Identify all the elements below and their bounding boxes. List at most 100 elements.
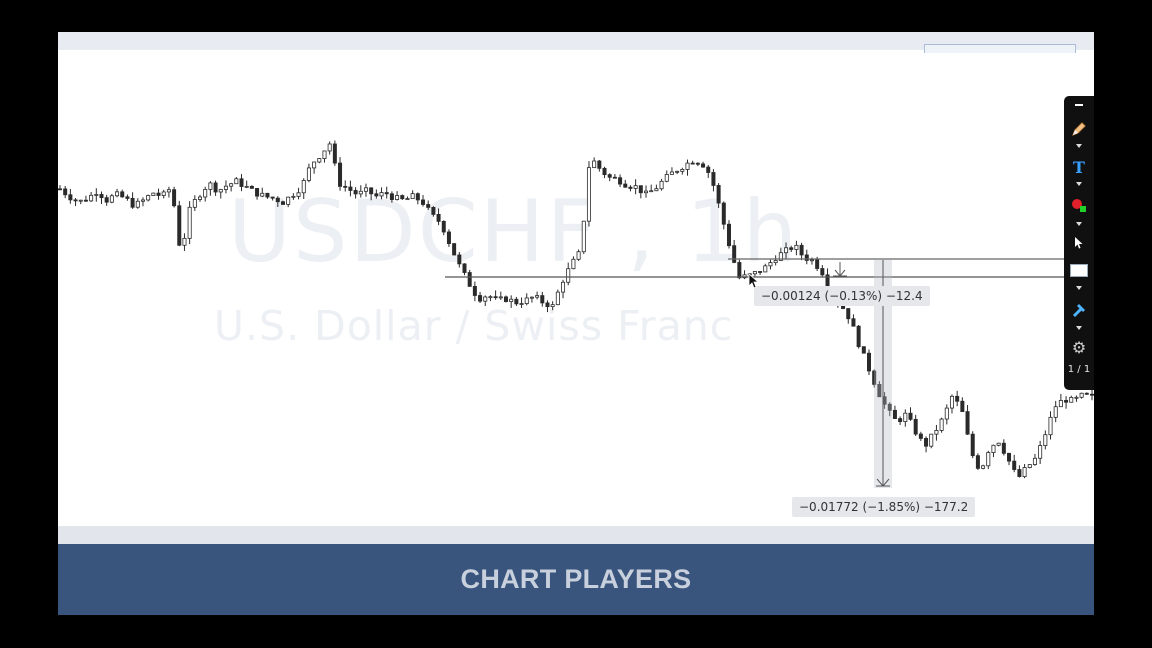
candle-body <box>918 433 923 439</box>
candle-body <box>1069 397 1074 403</box>
candle-body <box>213 182 218 193</box>
candle-body <box>529 296 534 299</box>
candle-body <box>996 442 1001 446</box>
candle-body <box>301 180 306 194</box>
candle-body <box>981 465 986 469</box>
candle-body <box>249 185 254 189</box>
top-input-box[interactable] <box>924 44 1076 53</box>
price-chart[interactable] <box>58 32 1094 526</box>
candle-body <box>649 190 654 193</box>
dropdown-caret-icon[interactable] <box>1064 144 1094 148</box>
candle-body <box>286 196 291 205</box>
minimize-icon[interactable] <box>1064 104 1094 106</box>
dropdown-caret-icon[interactable] <box>1064 326 1094 330</box>
dropdown-caret-icon[interactable] <box>1064 286 1094 290</box>
candle-body <box>680 169 685 172</box>
candle-body <box>255 187 260 197</box>
candle-body <box>135 200 140 208</box>
hammer-icon[interactable] <box>1064 301 1094 319</box>
candle-body <box>1048 416 1053 436</box>
candle-body <box>488 296 493 299</box>
candle-body <box>846 308 851 320</box>
candle-body <box>524 297 529 304</box>
candle-body <box>415 193 420 201</box>
candle-body <box>379 192 384 197</box>
color-icon[interactable] <box>1064 196 1094 214</box>
candle-body <box>960 400 965 412</box>
candle-body <box>166 189 171 193</box>
candle-body <box>1043 434 1048 446</box>
candle-body <box>1038 445 1043 459</box>
candle-body <box>970 433 975 457</box>
candle-body <box>151 192 156 196</box>
candle-body <box>89 194 94 202</box>
gear-icon[interactable]: ⚙ <box>1071 338 1087 357</box>
candle-body <box>208 182 213 190</box>
candle-body <box>109 195 114 203</box>
candle-body <box>618 177 623 185</box>
candle-body <box>441 220 446 233</box>
text-icon[interactable]: T <box>1073 158 1085 177</box>
pencil-icon[interactable] <box>1064 120 1094 138</box>
candle-body <box>493 296 498 299</box>
candle-body <box>576 251 581 260</box>
candle-body <box>716 185 721 204</box>
candle-body <box>1058 400 1063 408</box>
candle-body <box>944 407 949 420</box>
candle-body <box>763 265 768 273</box>
candle-body <box>815 259 820 269</box>
candle-body <box>695 162 700 165</box>
candle-body <box>203 188 208 198</box>
candle-body <box>400 195 405 200</box>
candle-body <box>592 160 597 169</box>
bottom-strip <box>58 526 1094 544</box>
candle-body <box>908 412 913 420</box>
candle-body <box>265 192 270 198</box>
candle-body <box>633 185 638 189</box>
candle-body <box>332 143 337 164</box>
candle-body <box>187 206 192 239</box>
candle-body <box>192 199 197 208</box>
candle-body <box>949 395 954 409</box>
measure-arrow-head <box>876 478 890 487</box>
candle-body <box>73 199 78 202</box>
candle-body <box>94 194 99 196</box>
candle-body <box>851 318 856 327</box>
candle-body <box>270 196 275 199</box>
dropdown-caret-icon[interactable] <box>1064 182 1094 186</box>
candle-body <box>68 194 73 201</box>
candle-body <box>1012 460 1017 470</box>
candle-body <box>545 302 550 308</box>
candle-body <box>924 437 929 447</box>
candle-body <box>431 206 436 215</box>
candle-body <box>586 167 591 222</box>
candle-body <box>348 186 353 191</box>
candle-body <box>597 160 602 169</box>
candle-body <box>296 192 301 197</box>
candle-body <box>395 195 400 200</box>
candle-body <box>503 296 508 302</box>
pointer-icon[interactable] <box>1064 236 1094 250</box>
candle-body <box>312 161 317 169</box>
drawing-toolbar: T ⚙ 1 / 1 <box>1064 96 1094 390</box>
rectangle-icon[interactable] <box>1064 264 1094 277</box>
candle-body <box>83 199 88 202</box>
candle-body <box>389 193 394 200</box>
candle-body <box>130 198 135 208</box>
candle-body <box>275 197 280 203</box>
candle-body <box>628 186 633 189</box>
dropdown-caret-icon[interactable] <box>1064 222 1094 226</box>
candle-body <box>125 196 130 199</box>
candle-body <box>478 295 483 302</box>
candle-body <box>664 174 669 182</box>
candle-body <box>229 183 234 187</box>
candle-body <box>934 430 939 435</box>
candle-body <box>965 411 970 435</box>
candle-body <box>244 185 249 188</box>
candle-body <box>369 187 374 195</box>
candle-body <box>115 191 120 197</box>
candle-body <box>872 370 877 385</box>
candle-body <box>1084 392 1089 395</box>
candle-body <box>146 195 151 201</box>
candle-body <box>198 196 203 200</box>
